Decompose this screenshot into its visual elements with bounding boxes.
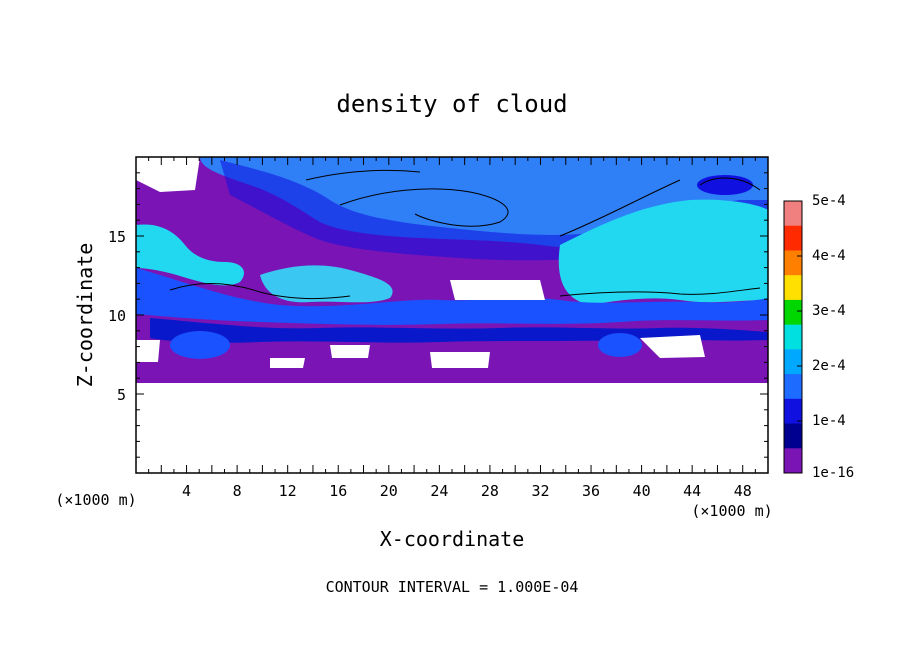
y-tick-label: 5 <box>117 386 126 404</box>
y-axis: 5 10 15 <box>108 172 768 458</box>
colorbar-swatch <box>784 374 802 400</box>
x-tick-label: 16 <box>329 482 347 500</box>
x-unit-right: (×1000 m) <box>691 502 772 520</box>
clear-patch-6 <box>136 340 160 362</box>
contour-line-lower <box>169 283 761 300</box>
x-axis: 4 8 12 16 20 24 28 32 36 40 44 48 <box>148 157 756 500</box>
clear-patch-2 <box>640 335 705 358</box>
x-tick-label: 8 <box>233 482 242 500</box>
colorbar-swatch <box>784 275 802 301</box>
clear-patch-3 <box>330 345 370 358</box>
contour-line <box>305 169 761 237</box>
colorbar-label: 3e-4 <box>812 303 846 319</box>
y-tick-label: 15 <box>108 228 126 246</box>
x-axis-title: X-coordinate <box>380 527 525 551</box>
cloud-field-cyan-right <box>558 199 768 305</box>
y-tick-label: 10 <box>108 307 126 325</box>
x-tick-label: 40 <box>633 482 651 500</box>
x-tick-label: 28 <box>481 482 499 500</box>
clear-patch-7 <box>136 157 200 192</box>
contour-interval-note: CONTOUR INTERVAL = 1.000E-04 <box>326 578 579 596</box>
colorbar-label: 4e-4 <box>812 248 846 264</box>
chart-title: density of cloud <box>336 90 567 118</box>
colorbar-swatch <box>784 398 802 425</box>
colorbar-swatch <box>784 349 802 375</box>
colorbar-swatch <box>784 225 802 251</box>
cloud-blob-right <box>598 333 642 357</box>
colorbar: 5e-4 4e-4 3e-4 2e-4 1e-4 1e-16 <box>783 193 854 481</box>
cloud-field-mid-blue <box>136 268 768 325</box>
clear-patch-5 <box>430 352 490 368</box>
clear-patch-4 <box>270 358 305 368</box>
colorbar-swatch <box>784 201 802 227</box>
clear-patch-1 <box>450 280 545 300</box>
colorbar-label: 2e-4 <box>812 358 846 374</box>
cloud-field-cyan-mid <box>260 265 393 303</box>
colorbar-label: 1e-16 <box>812 465 854 481</box>
colorbar-frame <box>783 200 803 474</box>
y-axis-title: Z-coordinate <box>73 243 97 388</box>
plot-area <box>136 157 768 473</box>
x-tick-label: 20 <box>380 482 398 500</box>
x-tick-label: 4 <box>182 482 191 500</box>
cloud-field-cyan-left <box>136 224 245 286</box>
colorbar-swatch <box>784 423 802 449</box>
colorbar-swatch <box>784 299 802 326</box>
colorbar-swatch <box>784 250 802 276</box>
colorbar-label: 5e-4 <box>812 193 846 209</box>
x-tick-label: 44 <box>683 482 701 500</box>
x-tick-label: 48 <box>734 482 752 500</box>
cloud-blob-left <box>170 331 230 359</box>
colorbar-swatch <box>784 448 802 474</box>
x-unit-left: (×1000 m) <box>55 491 136 509</box>
x-tick-label: 24 <box>430 482 448 500</box>
x-tick-label: 12 <box>279 482 297 500</box>
x-tick-label: 36 <box>582 482 600 500</box>
colorbar-label: 1e-4 <box>812 413 846 429</box>
x-tick-label: 32 <box>531 482 549 500</box>
colorbar-swatch <box>784 324 802 350</box>
